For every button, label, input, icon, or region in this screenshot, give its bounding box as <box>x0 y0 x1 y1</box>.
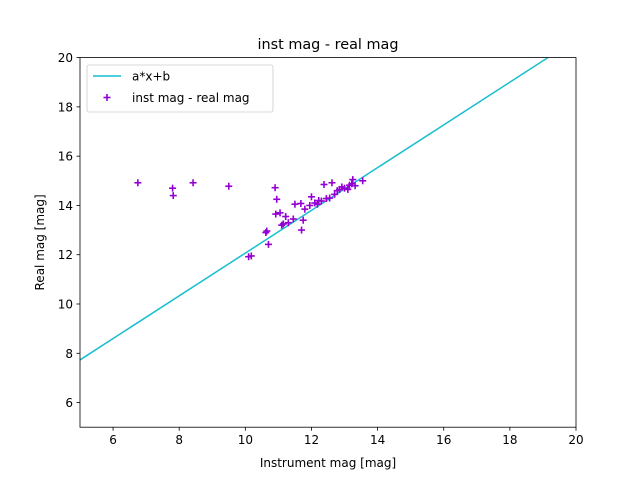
data-point <box>264 240 272 248</box>
plot-area <box>80 57 576 428</box>
data-point <box>326 194 334 202</box>
x-axis-label: Instrument mag [mag] <box>260 456 396 470</box>
y-tick-label: 12 <box>58 248 73 262</box>
data-point <box>291 200 299 208</box>
legend-plus-marker <box>103 94 111 101</box>
data-point <box>272 210 280 218</box>
y-tick-label: 16 <box>58 150 73 164</box>
legend-label-data-points: inst mag - real mag <box>132 91 250 105</box>
y-axis-label: Real mag [mag] <box>33 194 47 290</box>
data-point <box>134 179 142 187</box>
data-point <box>331 190 339 198</box>
data-point <box>301 205 309 213</box>
data-point <box>169 192 177 200</box>
series-layer <box>79 56 549 361</box>
y-tick-label: 18 <box>58 100 73 114</box>
data-point <box>313 200 321 208</box>
data-point <box>263 227 271 235</box>
y-tick-label: 6 <box>65 396 73 410</box>
data-point <box>317 197 325 205</box>
data-point <box>262 229 270 237</box>
data-point <box>320 180 328 188</box>
x-tick-label: 18 <box>502 433 517 447</box>
legend-box <box>86 64 274 113</box>
plot-frame <box>79 57 577 428</box>
y-tick-label: 8 <box>65 347 73 361</box>
data-point <box>279 220 287 228</box>
data-point <box>189 179 197 187</box>
data-point <box>298 226 306 234</box>
legend-marker-swatch <box>103 94 111 101</box>
fit-line <box>79 56 549 361</box>
data-point <box>282 213 290 221</box>
data-point <box>273 195 281 203</box>
data-point <box>328 179 336 187</box>
data-point <box>297 199 305 207</box>
data-point <box>271 184 279 192</box>
data-point <box>359 177 367 185</box>
data-point <box>306 201 314 209</box>
ticks-layer: 6 8 10 12 14 16 18 20 6 8 10 12 14 16 18 20 <box>58 51 584 447</box>
x-tick-label: 12 <box>304 433 319 447</box>
data-point <box>284 219 292 227</box>
data-point <box>341 184 349 192</box>
x-tick-label: 8 <box>175 433 183 447</box>
data-point <box>349 176 357 184</box>
data-point <box>299 216 307 224</box>
data-point <box>289 215 297 223</box>
legend-label-fit-line: a*x+b <box>132 70 170 84</box>
x-tick-label: 20 <box>568 433 583 447</box>
data-point <box>225 182 233 190</box>
x-tick-label: 14 <box>370 433 385 447</box>
data-point <box>307 193 315 201</box>
legend: a*x+b inst mag - real mag <box>86 64 274 113</box>
data-point <box>351 182 359 190</box>
x-tick-label: 16 <box>436 433 451 447</box>
x-tick-label: 10 <box>238 433 253 447</box>
y-tick-label: 10 <box>58 298 73 312</box>
x-tick-label: 6 <box>109 433 117 447</box>
chart-title: inst mag - real mag <box>258 37 399 53</box>
data-point <box>276 209 284 217</box>
data-point <box>169 184 177 192</box>
data-point <box>344 185 352 193</box>
y-tick-label: 20 <box>58 51 73 65</box>
y-tick-label: 14 <box>58 199 73 213</box>
data-point <box>247 252 255 260</box>
